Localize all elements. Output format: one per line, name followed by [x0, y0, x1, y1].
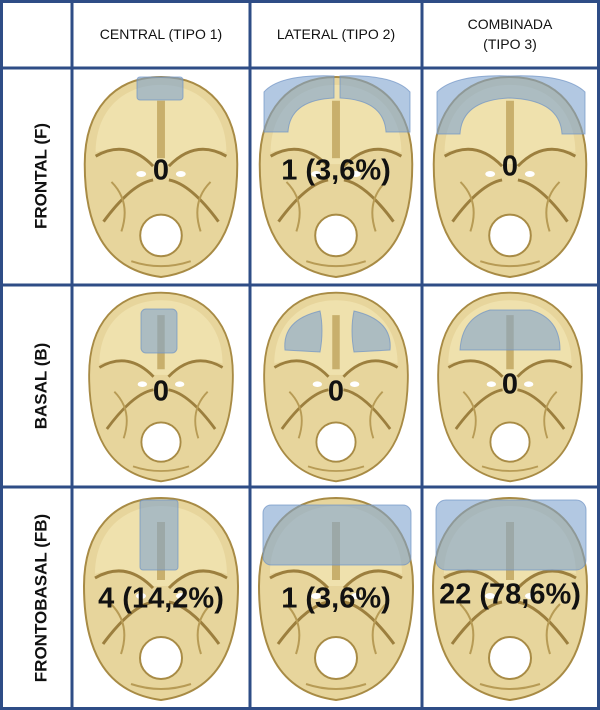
cell-count: 0 [502, 151, 518, 183]
overlays [136, 75, 587, 571]
cell-count: 0 [502, 369, 518, 401]
row-label: BASAL (B) [31, 343, 50, 430]
row-label: FRONTOBASAL (FB) [31, 514, 50, 682]
cell-count: 0 [153, 155, 169, 187]
cell-count: 0 [153, 376, 169, 408]
cell-count: 1 (3,6%) [281, 155, 391, 187]
cell-count: 0 [328, 376, 344, 408]
cell-count: 4 (14,2%) [98, 583, 224, 615]
cell-count: 22 (78,6%) [439, 579, 581, 611]
row-label: FRONTAL (F) [31, 123, 50, 229]
column-header: COMBINADA (TIPO 3) [467, 16, 553, 52]
column-header: LATERAL (TIPO 2) [276, 26, 396, 42]
column-header: CENTRAL (TIPO 1) [99, 26, 223, 42]
cell-count: 1 (3,6%) [281, 583, 391, 615]
